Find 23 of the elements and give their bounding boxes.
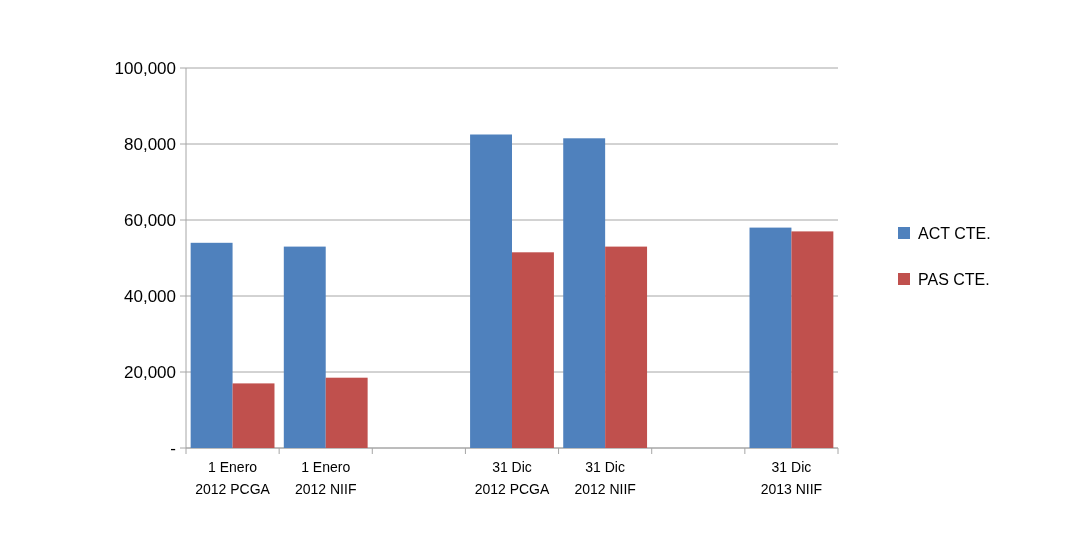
y-tick-label: 80,000 xyxy=(124,134,176,154)
bar xyxy=(791,231,834,448)
y-tick-label: 100,000 xyxy=(114,58,176,78)
x-tick-label: 31 Dic 2012 NIIF xyxy=(574,459,636,497)
y-tick-label: 60,000 xyxy=(124,210,176,230)
x-tick-label: 31 Dic 2013 NIIF xyxy=(760,459,823,497)
x-tick-label: 1 Enero 2012 NIIF xyxy=(294,459,357,497)
x-tick-label: 1 Enero 2012 PCGA xyxy=(195,459,271,497)
bar xyxy=(190,242,233,448)
bar xyxy=(283,246,326,448)
bar xyxy=(512,252,554,448)
bar xyxy=(749,227,792,448)
legend-label: PAS CTE. xyxy=(918,270,990,288)
x-tick-label: 31 Dic 2012 PCGA xyxy=(474,459,551,497)
bar xyxy=(325,377,368,448)
y-tick-label: - xyxy=(170,438,176,458)
bar xyxy=(470,134,512,448)
legend-label: ACT CTE. xyxy=(918,224,991,242)
y-tick-label: 40,000 xyxy=(124,286,176,306)
bar xyxy=(605,246,648,448)
bar xyxy=(232,383,275,448)
bar xyxy=(563,138,606,448)
y-tick-label: 20,000 xyxy=(124,362,176,382)
